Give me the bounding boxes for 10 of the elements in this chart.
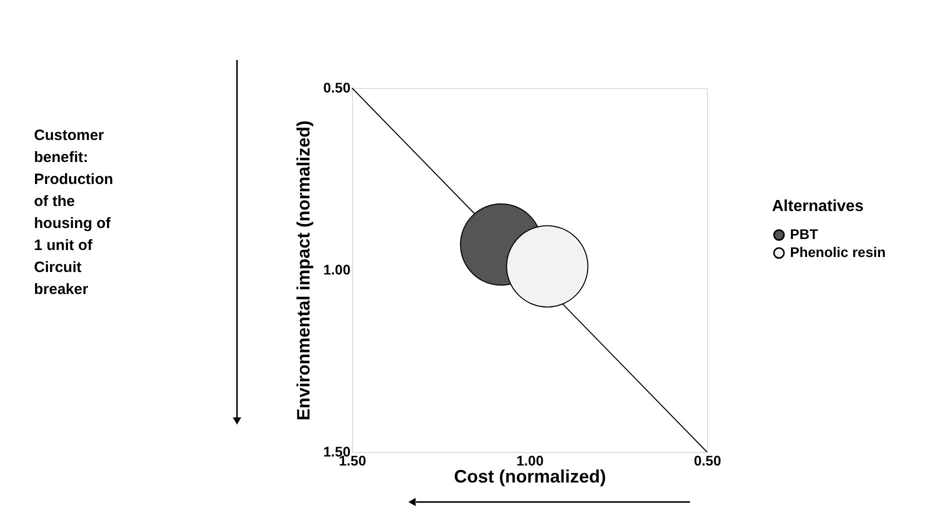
x-axis-title: Cost (normalized) <box>454 466 606 486</box>
y-axis-title: Environmental impact (normalized) <box>293 120 314 421</box>
x-tick-label: 1.00 <box>516 452 544 468</box>
legend-label: PBT <box>790 226 818 242</box>
legend-title: Alternatives <box>772 198 864 215</box>
legend-label: Phenolic resin <box>790 244 886 260</box>
y-tick-label: 1.00 <box>323 262 351 278</box>
y-tick-label: 0.50 <box>323 80 351 96</box>
x-tick-label: 0.50 <box>694 452 722 468</box>
text: Customer benefit: Production of the housing of 1 unit of Circuit breaker <box>34 127 114 298</box>
